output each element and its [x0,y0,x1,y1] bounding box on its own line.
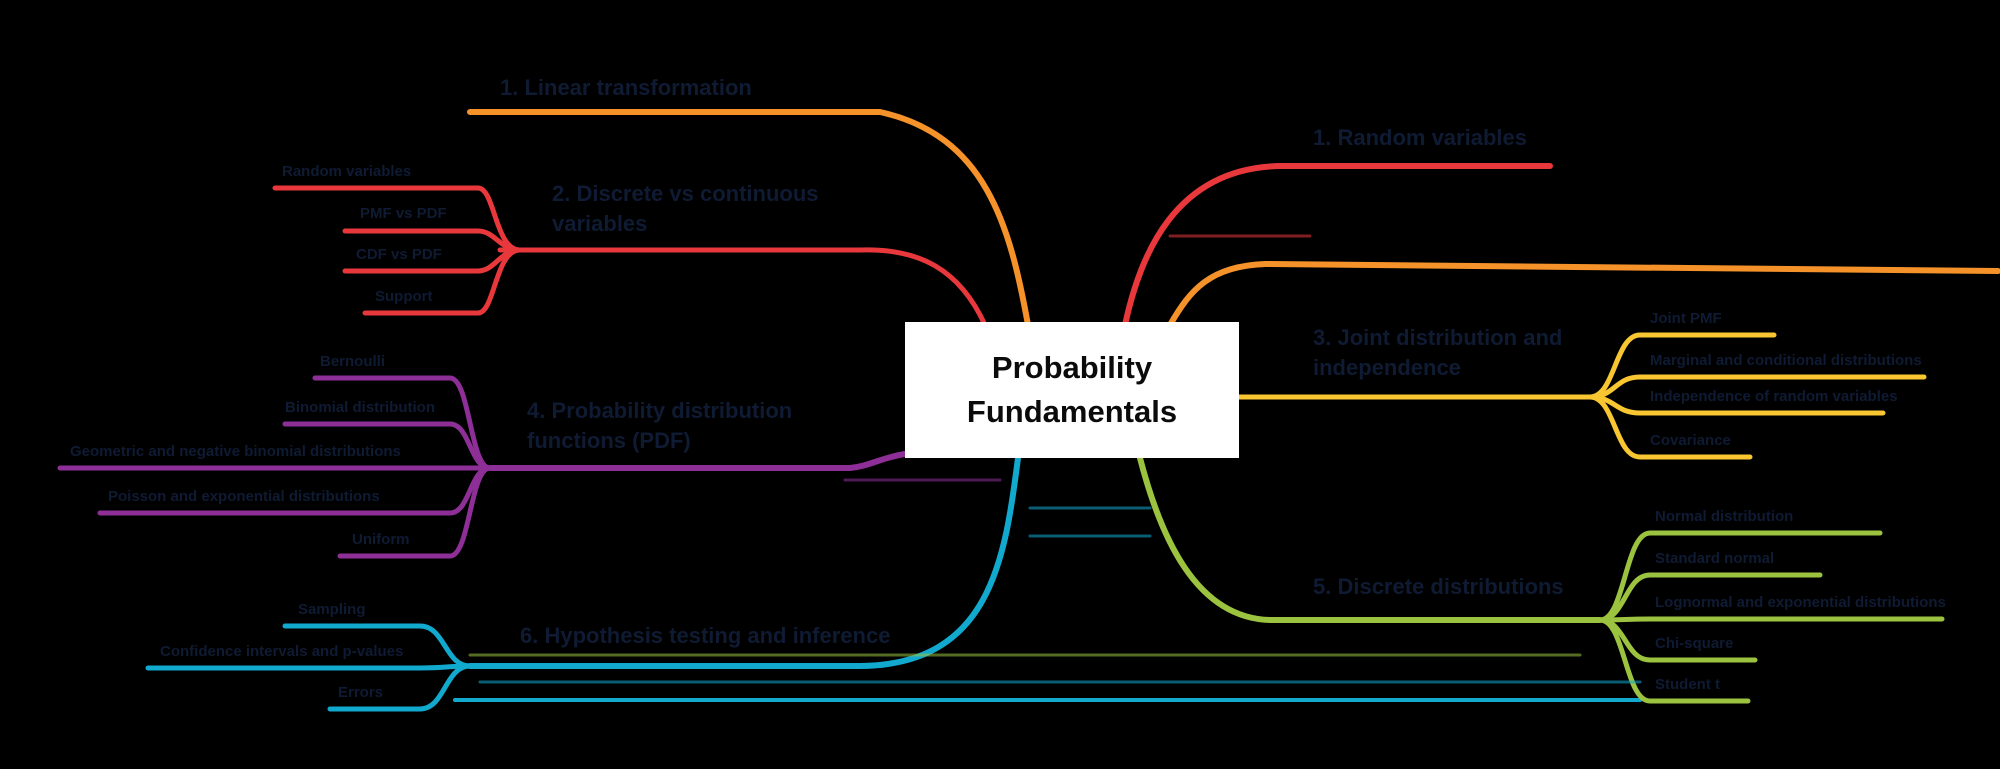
leaf-label: Geometric and negative binomial distribu… [70,443,401,460]
leaf-label: Uniform [352,531,410,548]
leaf-connector [362,247,523,316]
central-topic-node[interactable]: Probability Fundamentals [905,322,1239,458]
leaf-label: Marginal and conditional distributions [1650,352,1922,369]
leaf-label: Standard normal [1655,550,1774,567]
leaf-label: Poisson and exponential distributions [108,488,380,505]
leaf-label: Random variables [282,163,411,180]
central-topic-line2: Fundamentals [966,394,1178,429]
branch-label-discrete-continuous-line2: variables [552,211,647,236]
link-random-variables [1122,163,1553,328]
leaf-label: Support [375,288,433,305]
leaf-connector [1597,617,1751,704]
link-expectation [1167,260,2000,328]
leaf-label: Binomial distribution [285,399,435,416]
branch-label-joint-line2: independence [1313,355,1461,380]
branch-label-joint: 3. Joint distribution and [1313,325,1562,350]
leaf-label: Covariance [1650,432,1731,449]
leaf-label: Lognormal and exponential distributions [1655,594,1946,611]
link-hypothesis [467,455,1021,669]
leaf-label: Student t [1655,676,1720,693]
leaf-label: Confidence intervals and p-values [160,643,403,660]
leaf-connector [1587,394,1753,460]
leaf-label: Chi-square [1655,635,1733,652]
link-discrete-continuous [497,247,988,328]
branch-label-probability-distribution: 4. Probability distribution [527,398,792,423]
branch-label-distributions: 5. Discrete distributions [1313,574,1564,599]
leaf-connector [337,465,493,559]
branch-label-hypothesis: 6. Hypothesis testing and inference [520,623,890,648]
leaf-label: Independence of random variables [1650,388,1898,405]
leaf-label: Normal distribution [1655,508,1793,525]
leaf-connector [327,663,473,712]
leaf-label: Errors [338,684,383,701]
central-topic-line1: Probability [991,350,1153,385]
branch-label-random-variables: 1. Random variables [1313,125,1527,150]
leaf-label: Bernoulli [320,353,385,370]
link-probability-distribution [487,451,908,471]
link-linear [467,109,1031,328]
leaf-label: Sampling [298,601,366,618]
link-distributions [1137,455,1603,623]
branch-label-linear: 1. Linear transformation [500,75,752,100]
leaf-connector [1597,616,1945,623]
leaf-label: PMF vs PDF [360,205,447,222]
branch-label-probability-distribution-line2: functions (PDF) [527,428,691,453]
leaf-label: CDF vs PDF [356,246,442,263]
leaf-label: Joint PMF [1650,310,1722,327]
branch-label-discrete-continuous: 2. Discrete vs continuous [552,181,819,206]
leaf-connector [145,663,473,671]
